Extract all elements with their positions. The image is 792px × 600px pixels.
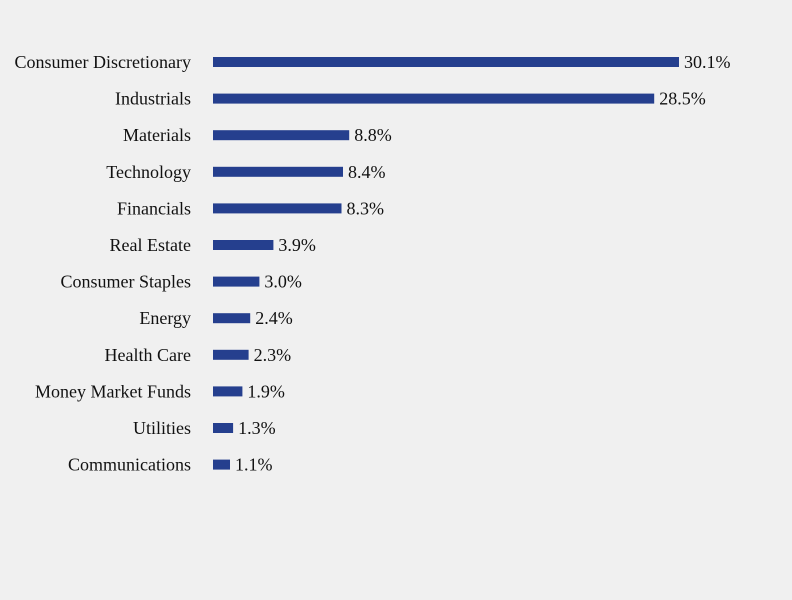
bar-group xyxy=(213,57,679,470)
bar-industrials xyxy=(213,93,655,104)
category-label: Health Care xyxy=(105,345,191,365)
value-label: 28.5% xyxy=(659,89,706,109)
bar-health-care xyxy=(213,349,249,360)
bar-energy xyxy=(213,313,251,324)
value-label: 3.9% xyxy=(278,235,316,255)
category-label: Real Estate xyxy=(110,235,191,255)
category-label: Utilities xyxy=(133,418,191,438)
bar-technology xyxy=(213,166,343,177)
value-label: 30.1% xyxy=(684,52,731,72)
value-label: 1.9% xyxy=(247,381,285,401)
bar-financials xyxy=(213,203,342,214)
value-label: 1.3% xyxy=(238,418,276,438)
value-label: 8.8% xyxy=(354,125,392,145)
category-label: Energy xyxy=(139,308,191,328)
category-label: Industrials xyxy=(115,89,191,109)
category-label: Consumer Staples xyxy=(61,272,192,292)
category-label: Technology xyxy=(106,162,191,182)
value-label: 2.3% xyxy=(254,345,292,365)
bar-materials xyxy=(213,130,350,141)
category-label: Communications xyxy=(68,455,191,475)
category-label: Financials xyxy=(117,198,191,218)
value-label: 8.4% xyxy=(348,162,386,182)
category-label: Materials xyxy=(123,125,191,145)
value-label: 2.4% xyxy=(255,308,293,328)
value-label: 8.3% xyxy=(347,198,385,218)
bar-utilities xyxy=(213,423,234,433)
category-label: Money Market Funds xyxy=(35,381,191,401)
bar-communications xyxy=(213,459,230,470)
category-label: Consumer Discretionary xyxy=(15,52,191,72)
bar-consumer-discretionary xyxy=(213,57,679,67)
value-label-group: 30.1% 28.5% 8.8% 8.4% 8.3% 3.9% 3.0% 2.4% 2.3% 1.… xyxy=(235,52,731,475)
bar-real-estate xyxy=(213,240,274,250)
bar-consumer-staples xyxy=(213,276,260,287)
category-label-group: Consumer Discretionary Industrials Materia… xyxy=(15,52,191,475)
value-label: 3.0% xyxy=(264,272,302,292)
bar-money-market-funds xyxy=(213,386,243,397)
value-label: 1.1% xyxy=(235,455,273,475)
